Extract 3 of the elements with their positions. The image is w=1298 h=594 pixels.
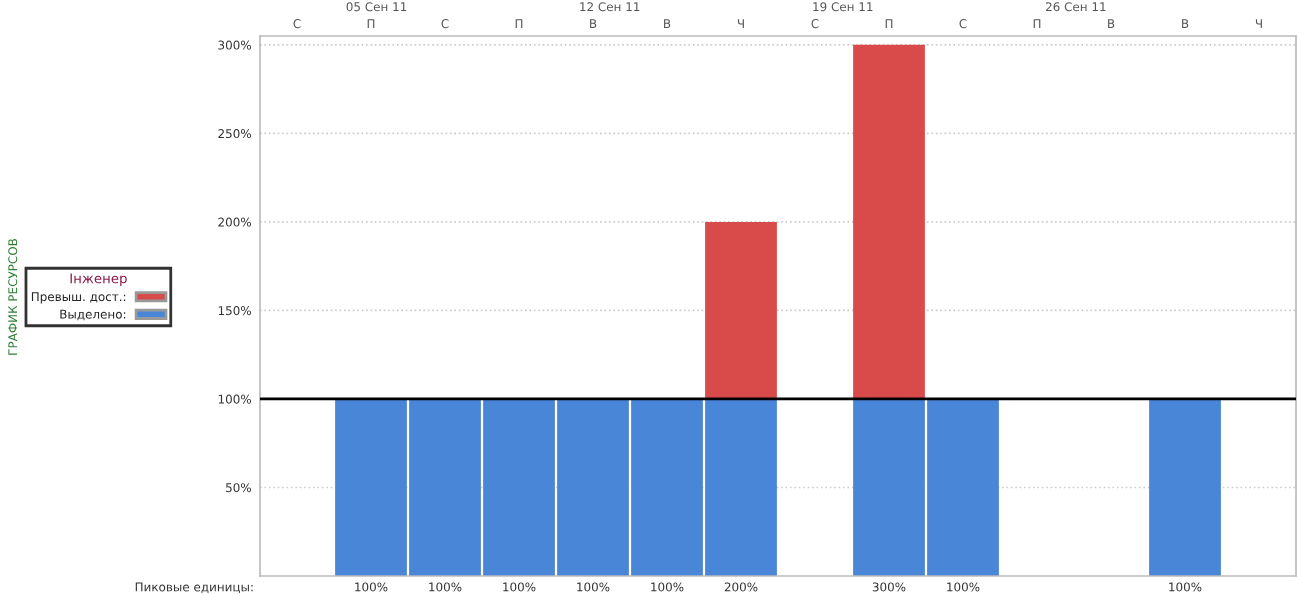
- bar: [705, 221, 777, 399]
- bar: [853, 44, 925, 399]
- bar: [1149, 398, 1221, 576]
